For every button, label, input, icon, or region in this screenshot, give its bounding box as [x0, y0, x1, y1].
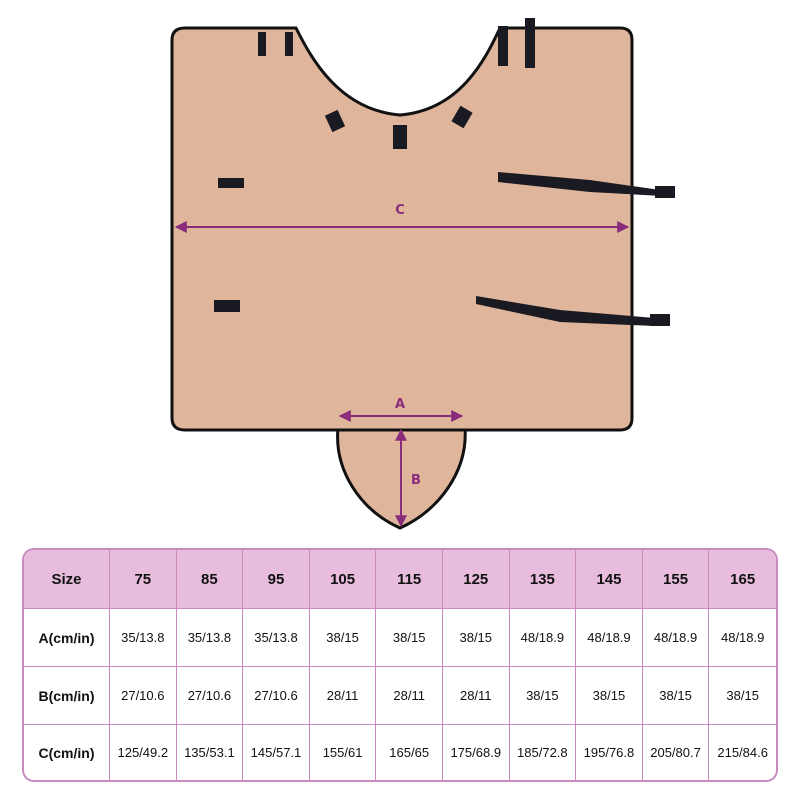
table-cell: 145/57.1 [243, 725, 310, 780]
header-cell: 125 [442, 550, 510, 609]
header-cell: 165 [709, 550, 776, 609]
row-label: B(cm/in) [24, 667, 110, 726]
table-row: A(cm/in) 35/13.8 35/13.8 35/13.8 38/15 38/15 3… [24, 609, 776, 668]
table-cell: 48/18.9 [709, 609, 776, 668]
size-chart-table: Size 75 85 95 105 115 125 135 145 155 16… [22, 548, 778, 782]
table-cell: 38/15 [642, 667, 710, 726]
table-cell: 48/18.9 [576, 609, 643, 668]
table-cell: 38/15 [709, 667, 776, 726]
header-cell: 115 [376, 550, 443, 609]
row-label: C(cm/in) [24, 725, 110, 780]
header-cell: Size [24, 550, 110, 609]
horse-blanket-diagram: C A B [170, 18, 675, 530]
dimension-b-label: B [411, 473, 421, 488]
table-cell: 205/80.7 [643, 725, 710, 780]
table-cell: 35/13.8 [110, 609, 177, 668]
table-cell: 38/15 [509, 667, 577, 726]
header-cell: 155 [642, 550, 710, 609]
row-label: A(cm/in) [24, 609, 110, 668]
table-cell: 155/61 [310, 725, 377, 780]
table-cell: 165/65 [376, 725, 443, 780]
table-cell: 38/15 [576, 667, 643, 726]
strap-buckle-icons [214, 18, 675, 326]
blanket-body [170, 26, 634, 432]
table-cell: 35/13.8 [243, 609, 310, 668]
table-cell: 125/49.2 [110, 725, 177, 780]
table-cell: 28/11 [309, 667, 377, 726]
header-cell: 105 [309, 550, 377, 609]
table-cell: 38/15 [442, 609, 510, 668]
dimension-a-label: A [395, 397, 405, 412]
header-cell: 145 [576, 550, 643, 609]
table-cell: 185/72.8 [510, 725, 577, 780]
header-cell: 75 [110, 550, 177, 609]
header-cell: 85 [176, 550, 244, 609]
table-cell: 27/10.6 [243, 667, 310, 726]
table-cell: 195/76.8 [576, 725, 643, 780]
table-cell: 38/15 [309, 609, 377, 668]
dimension-c-label: C [395, 203, 405, 218]
table-cell: 175/68.9 [443, 725, 510, 780]
table-row: B(cm/in) 27/10.6 27/10.6 27/10.6 28/11 28/11 2… [24, 667, 776, 726]
table-cell: 27/10.6 [176, 667, 244, 726]
table-cell: 35/13.8 [176, 609, 244, 668]
table-cell: 27/10.6 [110, 667, 177, 726]
header-cell: 135 [509, 550, 577, 609]
table-cell: 38/15 [376, 609, 443, 668]
table-cell: 215/84.6 [717, 745, 768, 761]
header-cell: 95 [243, 550, 310, 609]
table-cell: 48/18.9 [642, 609, 710, 668]
table-cell: 135/53.1 [177, 725, 244, 780]
table-header-row: Size 75 85 95 105 115 125 135 145 155 16… [24, 550, 776, 609]
table-cell: 48/18.9 [509, 609, 577, 668]
table-row: C(cm/in) 125/49.2 135/53.1 145/57.1 155/61 16… [24, 725, 776, 780]
table-cell: 28/11 [442, 667, 510, 726]
table-cell: 28/11 [376, 667, 443, 726]
